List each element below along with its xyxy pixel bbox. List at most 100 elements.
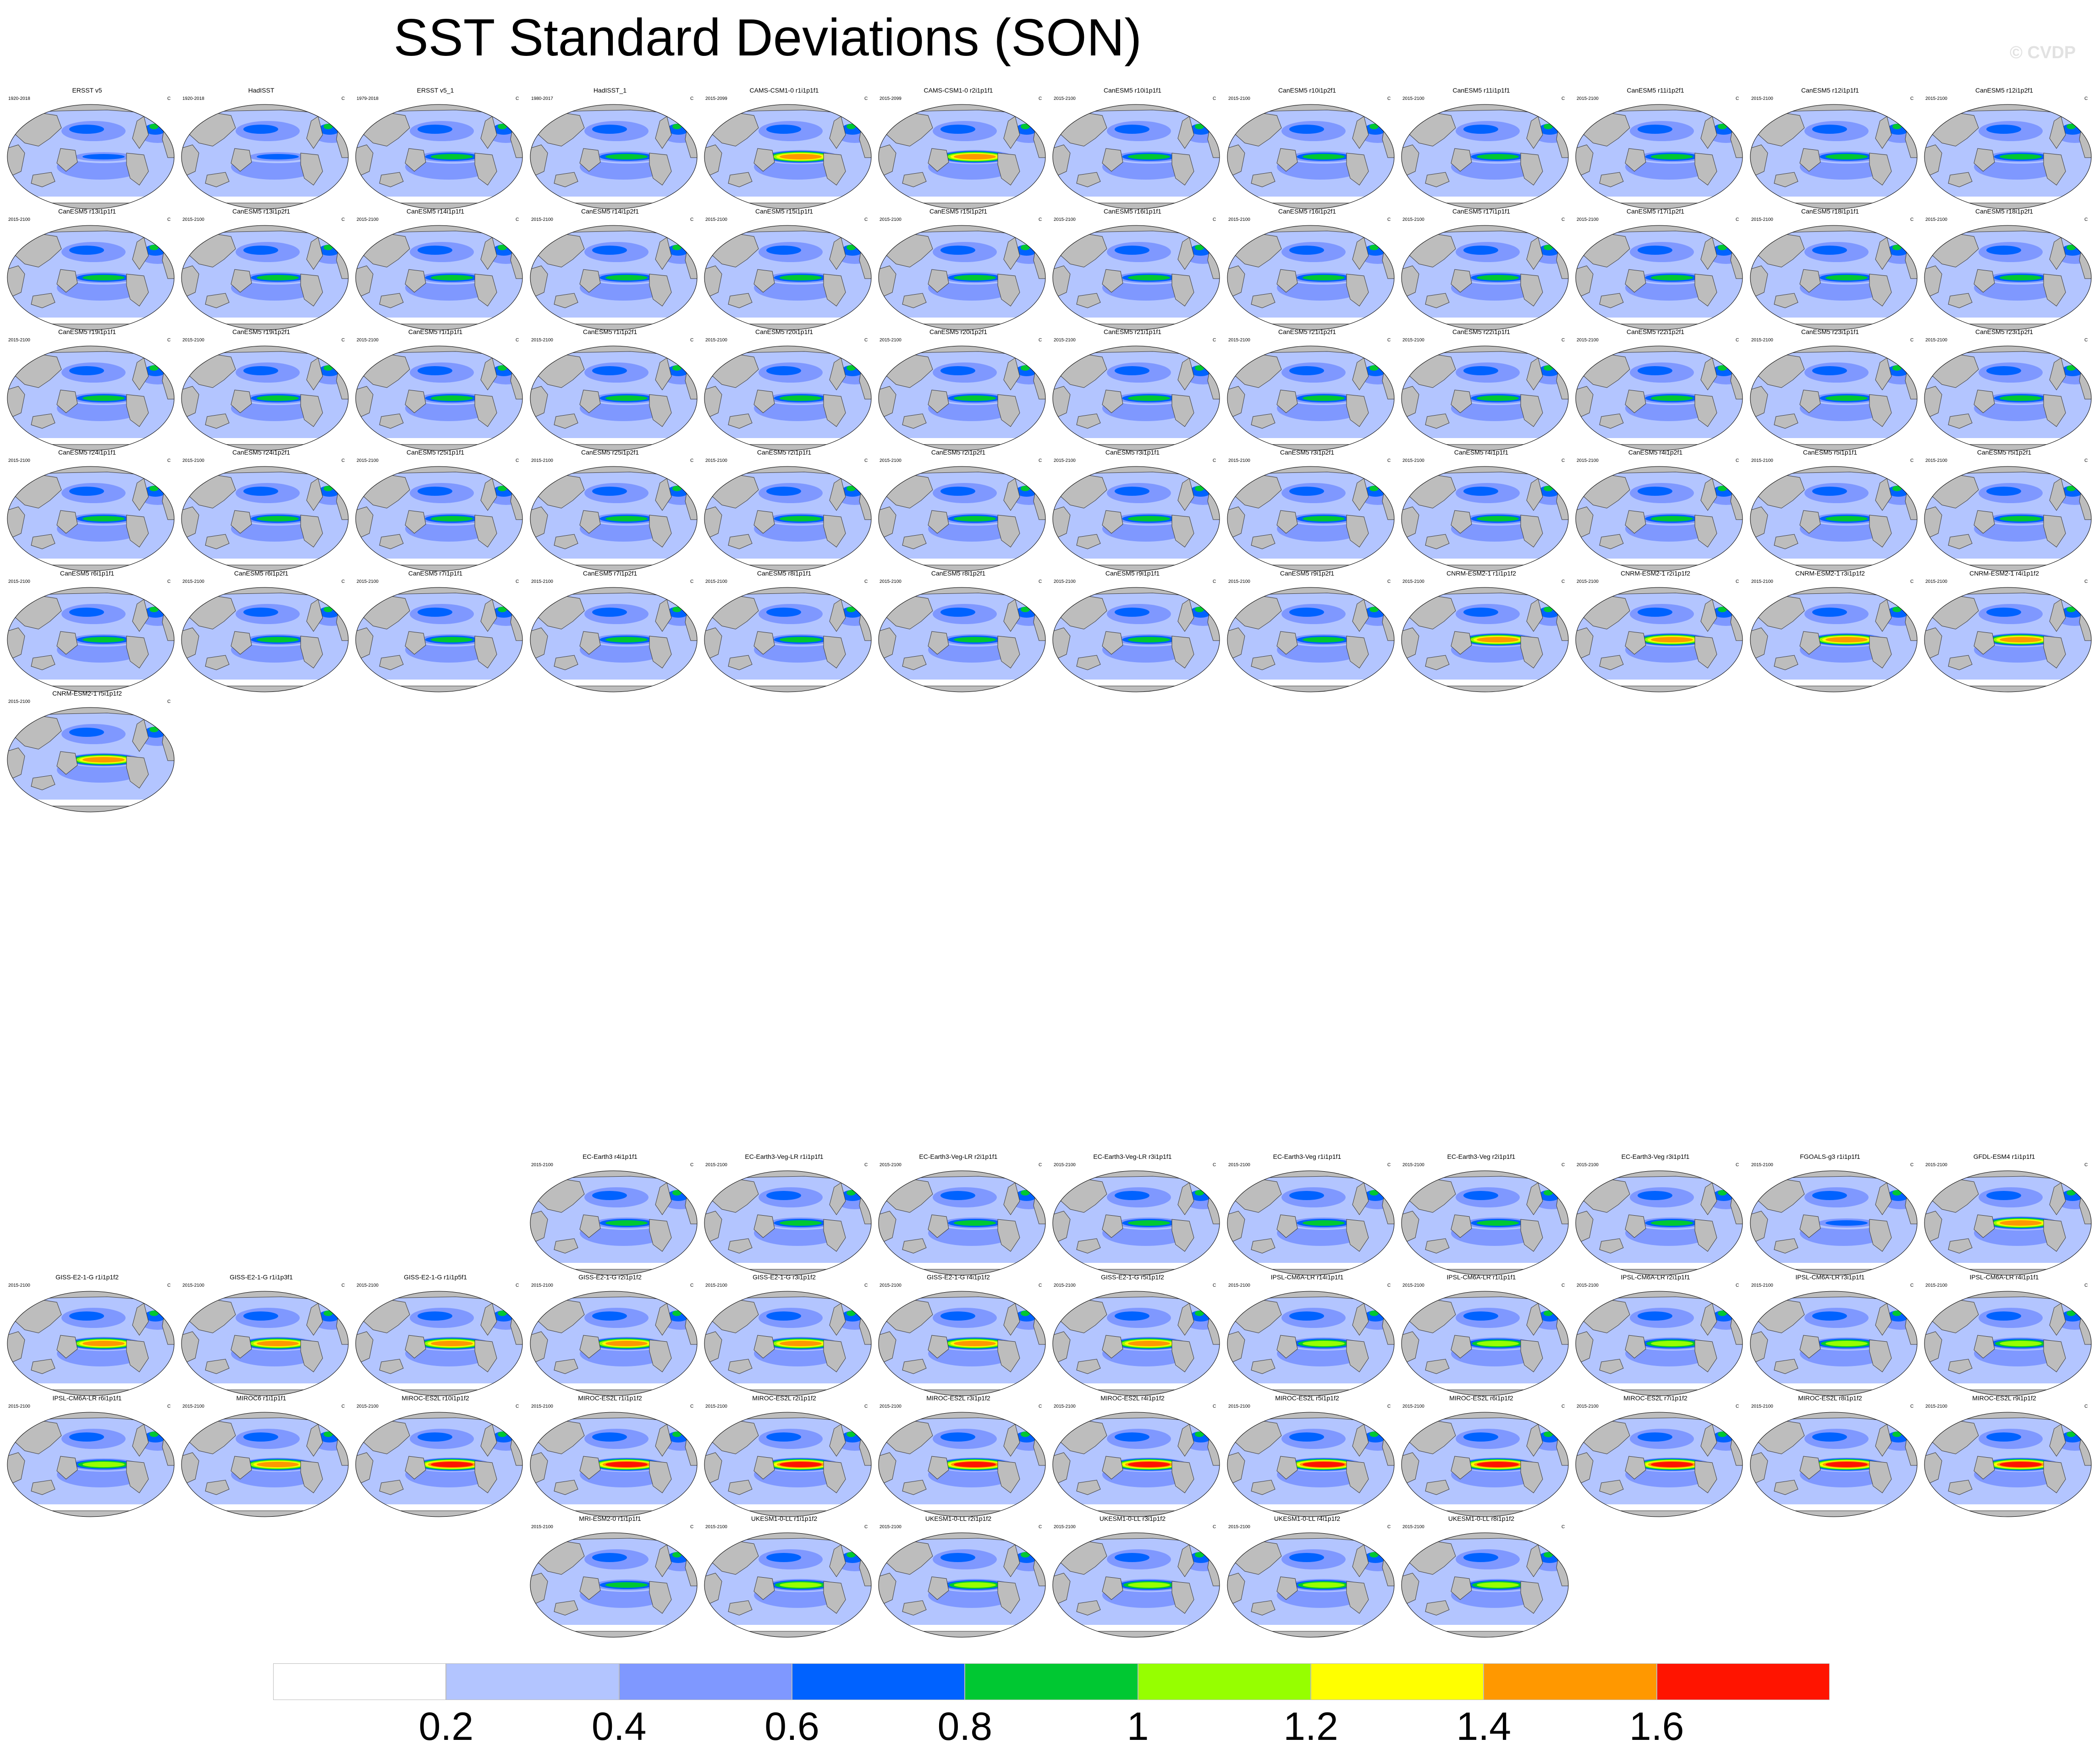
map-panel: MIROC6 r1i1p1f1 2015-2100 C xyxy=(174,1394,349,1519)
sst-map xyxy=(1227,1412,1395,1517)
panel-units: C xyxy=(2084,458,2088,463)
map-panel: CanESM5 r9i1p2f1 2015-2100 C xyxy=(1220,569,1395,694)
panel-years: 2015-2100 xyxy=(1228,338,1250,343)
panel-years: 2015-2100 xyxy=(1577,96,1599,101)
panel-years: 2015-2100 xyxy=(1228,1404,1250,1409)
panel-years: 2015-2100 xyxy=(1577,1283,1599,1288)
panel-years: 2015-2100 xyxy=(1751,1163,1773,1168)
panel-units: C xyxy=(341,1283,345,1288)
panel-title: CanESM5 r3i1p1f1 xyxy=(1105,449,1160,456)
panel-years: 2015-2100 xyxy=(1751,458,1773,463)
panel-title: CanESM5 r2i1p2f1 xyxy=(931,449,986,456)
panel-years: 2015-2100 xyxy=(880,1283,902,1288)
map-panel: GFDL-ESM4 r1i1p1f1 2015-2100 C xyxy=(1917,1152,2092,1277)
panel-years: 2015-2100 xyxy=(182,217,204,222)
sst-map xyxy=(1401,1170,1569,1276)
map-panel: CanESM5 r3i1p1f1 2015-2100 C xyxy=(1045,448,1220,573)
sst-map xyxy=(1401,346,1569,451)
panel-units: C xyxy=(1039,1404,1042,1409)
colorbar-tick-label: 1.6 xyxy=(1629,1705,1684,1749)
panel-years: 2015-2100 xyxy=(705,338,727,343)
panel-title: CanESM5 r6i1p1f1 xyxy=(60,570,115,577)
sst-map xyxy=(1052,1412,1220,1517)
panel-years: 2015-2100 xyxy=(1577,1163,1599,1168)
panel-title: CanESM5 r17i1p1f1 xyxy=(1452,208,1511,215)
sst-map xyxy=(1750,346,1918,451)
sst-map xyxy=(1052,587,1220,692)
panel-years: 2015-2100 xyxy=(880,458,902,463)
panel-units: C xyxy=(1039,1283,1042,1288)
panel-title: MIROC-ES2L r6i1p1f2 xyxy=(1449,1394,1513,1402)
panel-title: CanESM5 r10i1p1f1 xyxy=(1103,87,1162,94)
panel-title: CanESM5 r24i1p2f1 xyxy=(232,449,291,456)
panel-units: C xyxy=(167,217,171,222)
sst-map xyxy=(355,466,523,571)
panel-units: C xyxy=(1736,1163,1739,1168)
panel-units: C xyxy=(1387,338,1391,343)
map-panel: GISS-E2-1-G r1i1p3f1 2015-2100 C xyxy=(174,1273,349,1398)
panel-units: C xyxy=(1910,1283,1914,1288)
panel-years: 2015-2100 xyxy=(182,579,204,584)
sst-map xyxy=(530,1291,698,1396)
panel-title: GFDL-ESM4 r1i1p1f1 xyxy=(1973,1153,2035,1160)
map-panel: EC-Earth3-Veg r3i1p1f1 2015-2100 C xyxy=(1568,1152,1743,1277)
map-panel: HadISST_1 1980-2017 C xyxy=(523,86,698,211)
panel-units: C xyxy=(341,458,345,463)
sst-map xyxy=(1052,104,1220,209)
map-panel: EC-Earth3-Veg-LR r1i1p1f1 2015-2100 C xyxy=(697,1152,872,1277)
panel-years: 2015-2099 xyxy=(705,96,727,101)
panel-years: 2015-2100 xyxy=(1925,1163,1947,1168)
panel-units: C xyxy=(516,1404,519,1409)
map-panel: CanESM5 r1i1p2f1 2015-2100 C xyxy=(523,328,698,452)
panel-title: CanESM5 r1i1p1f1 xyxy=(408,328,463,335)
panel-title: CanESM5 r12i1p1f1 xyxy=(1801,87,1859,94)
panel-units: C xyxy=(1561,1404,1565,1409)
sst-map xyxy=(355,587,523,692)
sst-map xyxy=(7,346,175,451)
panel-years: 2015-2100 xyxy=(531,458,553,463)
map-panel: CanESM5 r22i1p2f1 2015-2100 C xyxy=(1568,328,1743,452)
panel-title: GISS-E2-1-G r1i1p1f2 xyxy=(55,1273,119,1281)
colorbar-swatch xyxy=(1311,1663,1484,1700)
panel-units: C xyxy=(341,217,345,222)
sst-map xyxy=(878,1412,1046,1517)
panel-units: C xyxy=(1039,1525,1042,1530)
panel-units: C xyxy=(1387,458,1391,463)
map-panel: CanESM5 r11i1p2f1 2015-2100 C xyxy=(1568,86,1743,211)
sst-map xyxy=(878,1532,1046,1638)
watermark: © CVDP xyxy=(2010,43,2076,62)
panel-title: EC-Earth3-Veg r2i1p1f1 xyxy=(1447,1153,1516,1160)
panel-years: 2015-2100 xyxy=(182,1283,204,1288)
panel-units: C xyxy=(1736,1283,1739,1288)
panel-units: C xyxy=(690,217,694,222)
sst-map xyxy=(1227,1532,1395,1638)
map-panel: MIROC-ES2L r10i1p1f2 2015-2100 C xyxy=(348,1394,523,1519)
map-panel: EC-Earth3-Veg r2i1p1f1 2015-2100 C xyxy=(1394,1152,1569,1277)
sst-map xyxy=(1227,346,1395,451)
panel-years: 2015-2100 xyxy=(1402,338,1424,343)
map-panel: CanESM5 r24i1p1f1 2015-2100 C xyxy=(0,448,175,573)
panel-title: EC-Earth3-Veg-LR r3i1p1f1 xyxy=(1093,1153,1172,1160)
map-panel: MIROC-ES2L r1i1p1f2 2015-2100 C xyxy=(523,1394,698,1519)
panel-years: 2015-2100 xyxy=(1577,217,1599,222)
panel-title: CanESM5 r22i1p1f1 xyxy=(1452,328,1511,335)
sst-map xyxy=(1924,104,2092,209)
panel-title: CanESM5 r1i1p2f1 xyxy=(583,328,638,335)
sst-map xyxy=(1750,104,1918,209)
panel-years: 2015-2100 xyxy=(8,338,30,343)
panel-units: C xyxy=(1387,1283,1391,1288)
colorbar-swatch xyxy=(619,1663,792,1700)
panel-years: 2015-2100 xyxy=(1751,96,1773,101)
panel-years: 2015-2100 xyxy=(182,1404,204,1409)
sst-map xyxy=(1575,1291,1743,1396)
colorbar xyxy=(273,1663,1830,1701)
map-panel: CanESM5 r15i1p1f1 2015-2100 C xyxy=(697,207,872,332)
map-panel: EC-Earth3 r4i1p1f1 2015-2100 C xyxy=(523,1152,698,1277)
map-panel: GISS-E2-1-G r4i1p1f2 2015-2100 C xyxy=(871,1273,1046,1398)
panel-units: C xyxy=(341,579,345,584)
sst-map xyxy=(1750,587,1918,692)
panel-years: 2015-2100 xyxy=(1925,1404,1947,1409)
panel-years: 2015-2100 xyxy=(182,338,204,343)
map-panel: IPSL-CM6A-LR r4i1p1f1 2015-2100 C xyxy=(1917,1273,2092,1398)
